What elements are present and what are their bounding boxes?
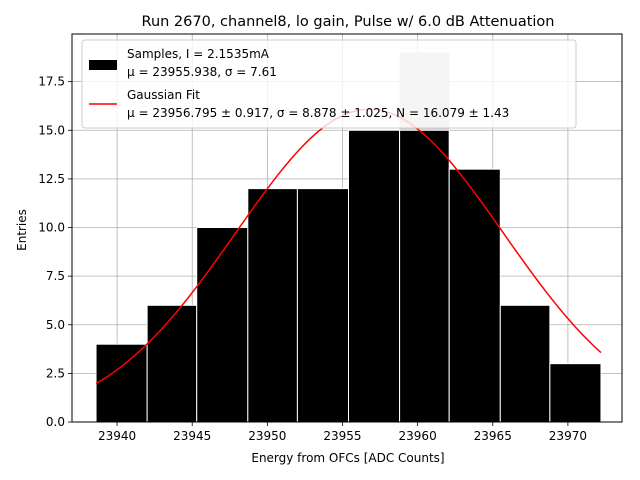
histogram-bar: [399, 129, 450, 423]
x-axis-label: Energy from OFCs [ADC Counts]: [251, 451, 444, 465]
legend-samples-stats: μ = 23955.938, σ = 7.61: [127, 65, 277, 79]
legend-fit-stats: μ = 23956.795 ± 0.917, σ = 8.878 ± 1.025…: [127, 106, 509, 120]
histogram-bar: [348, 129, 401, 423]
legend: Samples, I = 2.1535mA μ = 23955.938, σ =…: [81, 39, 577, 129]
legend-samples-label: Samples, I = 2.1535mA: [127, 47, 270, 61]
x-tick-label: 23940: [98, 429, 136, 443]
y-tick-label: 2.5: [46, 366, 65, 380]
plot-area: [71, 33, 623, 423]
histogram-bar: [296, 188, 350, 423]
legend-fit-label: Gaussian Fit: [127, 88, 200, 102]
y-axis-ticks: 0.0 2.5 5.0 7.5 10.0 12.5 15.0 17.5: [38, 75, 72, 429]
x-tick-label: 23945: [173, 429, 211, 443]
histogram-bar: [448, 168, 501, 423]
y-tick-label: 10.0: [38, 221, 65, 235]
y-axis-label: Entries: [15, 209, 29, 251]
histogram-bar: [146, 304, 198, 423]
x-tick-label: 23960: [399, 429, 437, 443]
histogram-bar: [549, 363, 602, 423]
y-tick-label: 17.5: [38, 75, 65, 89]
legend-box: [81, 39, 577, 129]
histogram-bar: [95, 343, 148, 423]
histogram-bar: [196, 227, 249, 423]
chart-title: Run 2670, channel8, lo gain, Pulse w/ 6.…: [142, 14, 555, 30]
y-tick-label: 15.0: [38, 123, 65, 137]
y-tick-label: 7.5: [46, 269, 65, 283]
y-tick-label: 5.0: [46, 318, 65, 332]
legend-samples-swatch: [89, 60, 117, 70]
x-axis-ticks: 23940 23945 23950 23955 23960 23965 23970: [98, 422, 587, 443]
x-tick-label: 23965: [474, 429, 512, 443]
axes-frame: [71, 33, 623, 423]
x-tick-label: 23950: [248, 429, 286, 443]
histogram-bar: [247, 188, 298, 423]
histogram-bar: [499, 304, 551, 423]
y-tick-label: 12.5: [38, 172, 65, 186]
x-tick-label: 23955: [323, 429, 361, 443]
y-tick-label: 0.0: [46, 415, 65, 429]
histogram-bars: [95, 52, 602, 423]
x-tick-label: 23970: [549, 429, 587, 443]
